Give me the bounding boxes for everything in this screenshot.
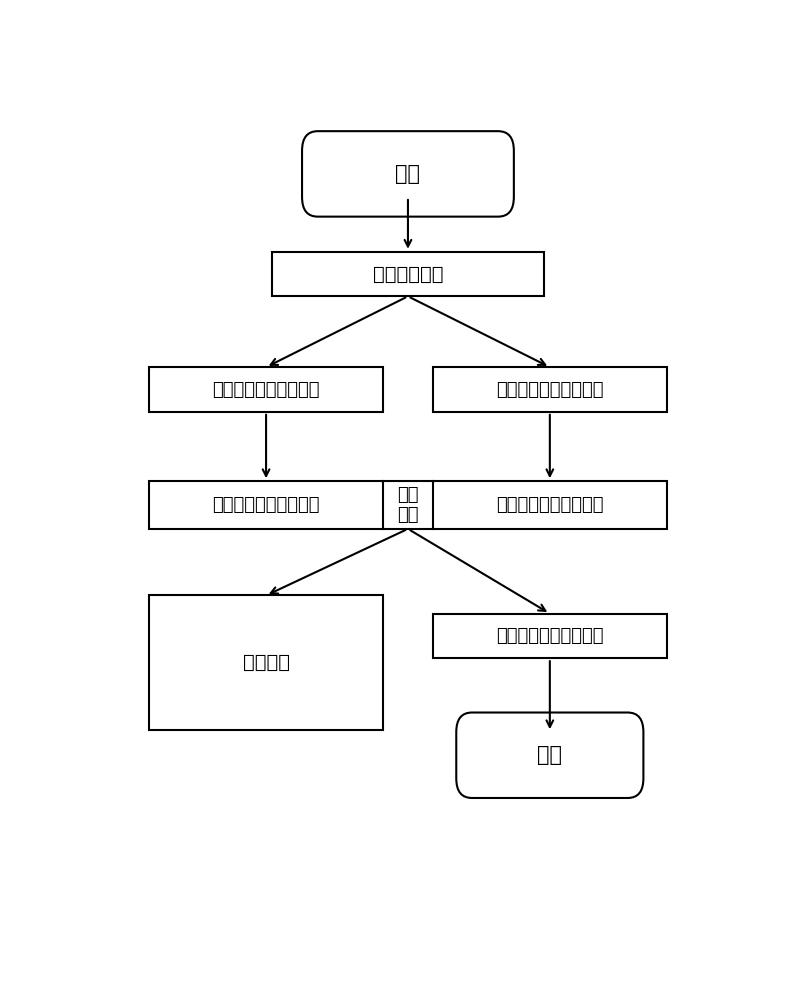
Text: 确定整体贝叶斯网结构: 确定整体贝叶斯网结构 [213, 496, 320, 514]
Text: 确定整体贝叶斯网参数: 确定整体贝叶斯网参数 [496, 496, 603, 514]
Text: 故障发生: 故障发生 [243, 653, 290, 672]
Text: 开始: 开始 [396, 164, 420, 184]
Text: 确定每组贝叶斯网参数: 确定每组贝叶斯网参数 [496, 380, 603, 398]
Bar [149, 481, 667, 529]
Text: 结束: 结束 [537, 745, 562, 765]
FancyBboxPatch shape [302, 131, 514, 217]
FancyBboxPatch shape [456, 713, 643, 798]
Bar [433, 614, 667, 658]
Text: 贝叶
斯网: 贝叶 斯网 [397, 486, 419, 524]
Bar [149, 367, 384, 412]
Text: 确定每组贝叶斯网结构: 确定每组贝叶斯网结构 [213, 380, 320, 398]
Bar [149, 595, 384, 730]
Text: 计算后验概率定位故障: 计算后验概率定位故障 [496, 627, 603, 645]
Bar [433, 367, 667, 412]
Text: 维修记录分组: 维修记录分组 [373, 264, 443, 284]
Bar [272, 252, 544, 296]
